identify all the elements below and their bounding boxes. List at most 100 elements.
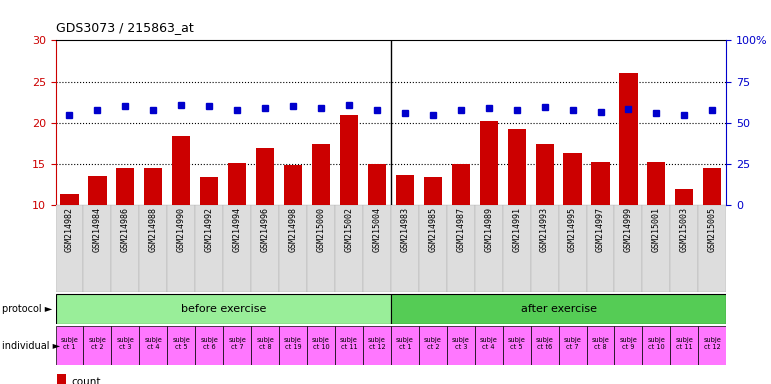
Bar <box>419 326 446 365</box>
Text: subje
ct t6: subje ct t6 <box>536 338 554 350</box>
Bar <box>587 326 614 365</box>
Bar <box>446 205 475 292</box>
Text: GSM214992: GSM214992 <box>205 207 214 252</box>
Text: GSM214997: GSM214997 <box>596 207 605 252</box>
Bar <box>172 136 190 288</box>
Bar <box>57 374 66 384</box>
Bar <box>335 205 363 292</box>
Text: GSM214983: GSM214983 <box>400 207 409 252</box>
Text: GSM215005: GSM215005 <box>708 207 717 252</box>
Text: subje
ct 10: subje ct 10 <box>312 338 330 350</box>
Bar <box>363 326 391 365</box>
Text: subje
ct 5: subje ct 5 <box>508 338 526 350</box>
Text: GSM214988: GSM214988 <box>149 207 158 252</box>
Text: subje
ct 11: subje ct 11 <box>340 338 358 350</box>
Text: GSM215003: GSM215003 <box>680 207 689 252</box>
Text: subje
ct 8: subje ct 8 <box>256 338 274 350</box>
Text: GSM214985: GSM214985 <box>429 207 437 252</box>
Text: protocol ►: protocol ► <box>2 304 52 314</box>
Text: subje
ct 7: subje ct 7 <box>228 338 246 350</box>
Bar <box>424 177 442 288</box>
Bar <box>503 205 530 292</box>
Bar <box>111 205 140 292</box>
Bar <box>279 326 307 365</box>
Bar <box>703 168 722 288</box>
Text: before exercise: before exercise <box>180 304 266 314</box>
Bar <box>340 115 358 288</box>
Bar <box>670 205 699 292</box>
Text: GSM214986: GSM214986 <box>121 207 130 252</box>
Text: GSM214989: GSM214989 <box>484 207 493 252</box>
Text: subje
ct 6: subje ct 6 <box>200 338 218 350</box>
Bar <box>536 144 554 288</box>
Bar <box>396 175 414 288</box>
Bar <box>368 164 386 288</box>
Bar <box>111 326 140 365</box>
Bar <box>452 164 470 288</box>
Bar <box>256 149 274 288</box>
Text: individual ►: individual ► <box>2 341 59 351</box>
Bar <box>558 326 587 365</box>
Text: subje
ct 1: subje ct 1 <box>61 338 79 350</box>
Bar <box>699 326 726 365</box>
Text: subje
ct 4: subje ct 4 <box>144 338 162 350</box>
Bar <box>614 326 642 365</box>
Text: subje
ct 4: subje ct 4 <box>480 338 497 350</box>
Bar <box>195 205 223 292</box>
Text: subje
ct 12: subje ct 12 <box>368 338 386 350</box>
Bar <box>56 205 83 292</box>
Text: subje
ct 12: subje ct 12 <box>703 338 721 350</box>
Text: GSM214984: GSM214984 <box>93 207 102 252</box>
Bar <box>670 326 699 365</box>
Bar <box>56 326 83 365</box>
Bar <box>312 144 330 288</box>
Bar <box>251 205 279 292</box>
Text: GSM215002: GSM215002 <box>345 207 353 252</box>
Bar <box>307 326 335 365</box>
Bar <box>251 326 279 365</box>
Bar <box>699 205 726 292</box>
Bar <box>591 162 610 288</box>
Bar <box>167 326 195 365</box>
Text: subje
ct 2: subje ct 2 <box>424 338 442 350</box>
Bar <box>587 205 614 292</box>
Bar <box>564 152 581 288</box>
Bar <box>116 168 134 288</box>
Bar <box>167 205 195 292</box>
Text: subje
ct 1: subje ct 1 <box>396 338 414 350</box>
Text: GSM214999: GSM214999 <box>624 207 633 252</box>
Bar <box>475 326 503 365</box>
Bar <box>228 163 246 288</box>
Bar <box>619 73 638 288</box>
Text: subje
ct 3: subje ct 3 <box>116 338 134 350</box>
Bar <box>279 205 307 292</box>
Text: subje
ct 19: subje ct 19 <box>284 338 302 350</box>
Text: count: count <box>71 377 101 384</box>
Bar <box>475 205 503 292</box>
Bar <box>140 326 167 365</box>
Text: subje
ct 8: subje ct 8 <box>591 338 609 350</box>
Bar <box>614 205 642 292</box>
Bar <box>419 205 446 292</box>
Bar <box>530 205 558 292</box>
Bar <box>144 168 163 288</box>
Text: subje
ct 10: subje ct 10 <box>648 338 665 350</box>
Bar <box>530 326 558 365</box>
Text: GSM215004: GSM215004 <box>372 207 382 252</box>
Bar <box>224 326 251 365</box>
Text: GSM214990: GSM214990 <box>177 207 186 252</box>
Text: GSM214987: GSM214987 <box>456 207 465 252</box>
Bar <box>335 326 363 365</box>
Text: GSM214993: GSM214993 <box>540 207 549 252</box>
Text: subje
ct 5: subje ct 5 <box>173 338 190 350</box>
Bar <box>391 326 419 365</box>
Text: subje
ct 11: subje ct 11 <box>675 338 693 350</box>
Bar <box>195 326 223 365</box>
Text: GSM214998: GSM214998 <box>288 207 298 252</box>
Bar <box>391 205 419 292</box>
Bar <box>675 189 693 288</box>
Bar <box>224 205 251 292</box>
Bar <box>140 205 167 292</box>
Bar <box>503 326 530 365</box>
Bar <box>307 205 335 292</box>
